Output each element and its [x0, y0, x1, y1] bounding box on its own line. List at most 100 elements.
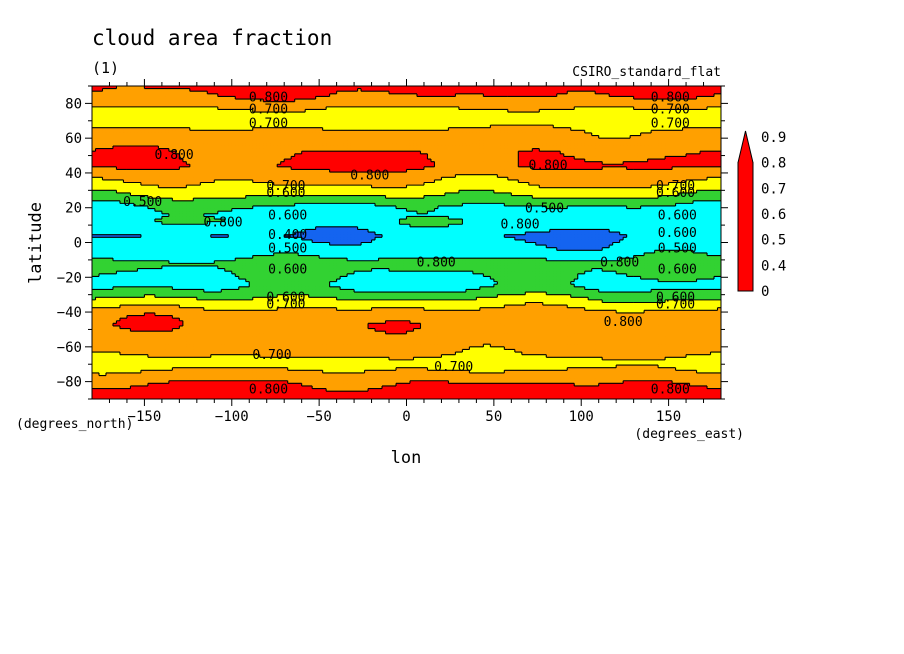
field-cell	[249, 86, 254, 90]
field-cell	[532, 86, 537, 90]
field-cell	[633, 86, 638, 90]
field-cell	[242, 88, 247, 92]
field-cell	[714, 88, 719, 92]
field-cell	[549, 91, 554, 95]
field-cell	[416, 91, 422, 95]
field-cell	[273, 93, 278, 98]
field-cell	[326, 88, 331, 92]
field-cell	[119, 91, 125, 95]
field-cell	[329, 86, 334, 90]
field-cell	[175, 88, 180, 92]
field-cell	[465, 88, 470, 92]
field-cell	[336, 91, 341, 95]
field-cell	[144, 91, 149, 95]
field-cell	[714, 86, 719, 90]
field-cell	[528, 88, 533, 92]
field-cell	[577, 86, 582, 90]
field-cell	[539, 91, 544, 95]
field-cell	[497, 91, 502, 95]
field-cell	[266, 93, 271, 98]
field-cell	[644, 86, 649, 90]
field-cell	[626, 91, 631, 95]
field-cell	[567, 91, 572, 95]
field-cell	[315, 88, 320, 92]
field-cell	[556, 88, 561, 92]
field-cell	[619, 91, 624, 95]
field-cell	[462, 86, 467, 90]
field-cell	[119, 88, 125, 92]
field-cell	[340, 88, 345, 92]
field-cell	[616, 88, 621, 92]
field-cell	[144, 93, 149, 98]
field-cell	[357, 86, 362, 90]
field-cell	[399, 88, 404, 92]
field-cell	[172, 93, 177, 98]
field-cell	[686, 88, 691, 92]
field-cell	[392, 88, 397, 92]
field-cell	[563, 86, 568, 90]
field-cell	[500, 88, 505, 92]
field-cell	[553, 86, 558, 90]
field-cell	[315, 91, 320, 95]
field-cell	[409, 91, 415, 95]
field-cell	[437, 86, 443, 90]
field-cell	[256, 86, 261, 90]
field-cell	[518, 86, 523, 90]
field-cell	[361, 88, 366, 92]
field-cell	[207, 93, 212, 98]
field-cell	[270, 91, 275, 95]
field-cell	[287, 88, 292, 92]
field-cell	[368, 86, 373, 90]
field-cell	[347, 91, 352, 95]
field-cell	[329, 88, 334, 92]
field-cell	[507, 91, 512, 95]
field-cell	[277, 88, 282, 92]
field-cell	[228, 93, 233, 98]
field-cell	[493, 88, 498, 92]
field-cell	[630, 91, 635, 95]
field-cell	[109, 93, 114, 98]
field-cell	[542, 88, 547, 92]
field-cell	[144, 88, 149, 92]
field-cell	[378, 86, 383, 90]
field-cell	[514, 86, 519, 90]
field-cell	[612, 91, 617, 95]
field-cell	[451, 91, 457, 95]
field-cell	[112, 88, 118, 92]
field-cell	[514, 91, 519, 95]
field-cell	[623, 88, 628, 92]
field-cell	[560, 88, 565, 92]
field-cell	[693, 86, 698, 90]
field-cell	[130, 93, 135, 98]
field-cell	[102, 88, 107, 92]
field-cell	[287, 93, 292, 98]
field-cell	[448, 88, 453, 92]
field-cell	[672, 91, 677, 95]
field-cell	[179, 88, 184, 92]
field-cell	[207, 88, 212, 92]
field-cell	[172, 86, 177, 90]
field-cell	[640, 86, 645, 90]
field-cell	[175, 86, 180, 90]
field-cell	[294, 86, 299, 90]
field-cell	[595, 86, 600, 90]
field-cell	[693, 88, 698, 92]
field-cell	[647, 91, 652, 95]
field-cell	[665, 88, 670, 92]
field-cell	[322, 91, 327, 95]
field-cell	[703, 88, 708, 92]
field-cell	[301, 91, 306, 95]
field-cell	[409, 86, 415, 90]
field-cell	[217, 86, 222, 90]
field-cell	[696, 91, 701, 95]
field-cell	[133, 93, 139, 98]
field-cell	[486, 91, 491, 95]
field-cell	[270, 88, 275, 92]
field-cell	[235, 93, 240, 98]
field-cell	[560, 86, 565, 90]
field-cell	[196, 93, 201, 98]
field-cell	[340, 91, 345, 95]
field-cell	[228, 91, 233, 95]
field-cell	[532, 88, 537, 92]
field-cell	[591, 86, 596, 90]
